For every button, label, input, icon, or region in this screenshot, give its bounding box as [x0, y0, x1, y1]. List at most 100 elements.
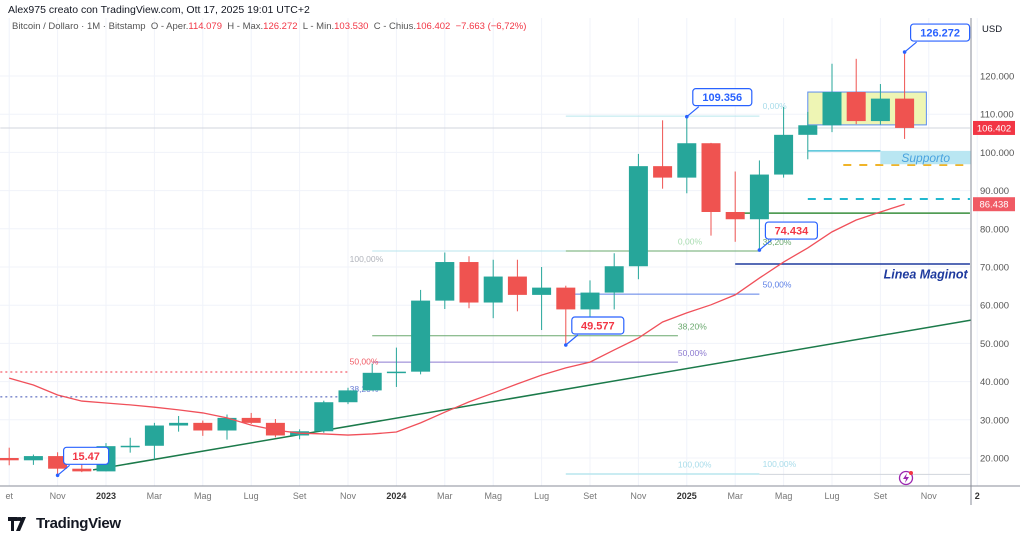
price-callout: 15.47: [55, 446, 110, 478]
fib-level-label: 50,00%: [350, 356, 379, 366]
low-value: 103.530: [334, 21, 369, 32]
close-value: 106.402: [415, 21, 451, 32]
fib-level-label: 0,00%: [678, 236, 703, 246]
callout-box: [62, 446, 110, 465]
candle: [120, 437, 140, 453]
x-tick-label: Lug: [534, 491, 549, 501]
candle: [193, 420, 213, 436]
tradingview-logo-icon: [8, 516, 26, 531]
candle: [169, 415, 189, 432]
callout-box: [571, 316, 625, 335]
price-callout: 74.434: [757, 221, 819, 252]
candle-body: [411, 300, 431, 372]
fib-level-label: 38,20%: [763, 237, 792, 247]
candle-body: [749, 174, 769, 220]
candle: [677, 116, 697, 194]
y-tick-label: 80.000: [980, 224, 1009, 235]
candle: [48, 452, 68, 476]
y-tick-label: 20.000: [980, 454, 1009, 465]
candle: [241, 412, 261, 425]
candle-body: [120, 445, 140, 448]
candle-body: [604, 266, 624, 293]
candle-body: [556, 287, 576, 310]
candle-body: [532, 287, 552, 295]
candle: [749, 160, 769, 251]
callout-pointer: [904, 41, 917, 53]
fib-level-label: 50,00%: [763, 280, 792, 290]
y-tick-label: 120.000: [980, 72, 1014, 83]
candle-body: [338, 390, 358, 403]
candle: [870, 84, 890, 125]
candle-body: [217, 417, 237, 431]
price-callout: 49.577: [564, 316, 625, 347]
fib-level-label: 38,20%: [678, 322, 707, 332]
callout-box: [909, 23, 971, 42]
candle: [72, 464, 92, 473]
candle-body: [846, 92, 866, 122]
candle: [483, 259, 503, 319]
candle-body: [23, 456, 43, 461]
x-tick-label: Set: [583, 491, 597, 501]
fib-level-label: 0,00%: [763, 101, 788, 111]
candle: [459, 256, 479, 309]
candle-body: [895, 98, 915, 128]
maginot-line-label: Linea Maginot: [884, 268, 969, 282]
x-tick-label: 2025: [677, 491, 697, 501]
candle: [774, 106, 794, 178]
candle-body: [677, 143, 697, 178]
x-tick-label: Lug: [244, 491, 259, 501]
y-tick-label: 30.000: [980, 415, 1009, 426]
callout-text: 49.577: [581, 321, 615, 333]
open-label: O - Aper.: [150, 21, 189, 32]
candle-body: [628, 166, 648, 267]
x-tick-label: Set: [293, 491, 307, 501]
callout-text: 15.47: [72, 451, 100, 463]
candle-body: [653, 166, 673, 178]
candle-body: [169, 422, 189, 426]
callout-box: [764, 221, 819, 240]
callout-box: [692, 88, 753, 107]
high-label: H - Max.: [227, 21, 264, 32]
candle-body: [725, 211, 745, 220]
x-tick-label: Mag: [194, 491, 212, 501]
candle: [23, 454, 43, 465]
candle: [846, 58, 866, 125]
tradingview-logo[interactable]: TradingView: [8, 515, 121, 532]
candle: [653, 120, 673, 189]
price-label-badge: [973, 120, 1015, 135]
candle-body: [507, 276, 527, 295]
candle: [701, 142, 721, 236]
x-tick-label: Lug: [824, 491, 839, 501]
candle-body: [265, 422, 285, 436]
candle-body: [72, 468, 92, 472]
y-tick-label: 90.000: [980, 186, 1009, 197]
x-tick-label: Mar: [727, 491, 743, 501]
symbol-legend: Bitcoin / Dollaro · 1M · Bitstamp O - Ap…: [12, 21, 526, 32]
y-tick-label: 70.000: [980, 263, 1009, 274]
candle-body: [870, 98, 890, 122]
low-label: L - Min.: [302, 21, 335, 32]
candle-body: [144, 425, 164, 446]
candle: [507, 259, 527, 312]
candle-body: [822, 92, 842, 126]
lightning-events-icon[interactable]: [898, 470, 914, 486]
candle: [144, 422, 164, 460]
callout-anchor: [55, 473, 60, 478]
candle-body: [362, 372, 382, 391]
callout-text: 126.272: [920, 28, 960, 40]
trendline: [92, 319, 972, 471]
x-tick-label: Mag: [484, 491, 502, 501]
symbol-name[interactable]: Bitcoin / Dollaro · 1M · Bitstamp: [12, 21, 146, 32]
candle: [725, 171, 745, 242]
brand-name: TradingView: [36, 515, 121, 532]
candle: [532, 267, 552, 331]
candle: [314, 400, 334, 433]
callout-pointer: [686, 106, 700, 118]
x-tick-label: Mar: [437, 491, 453, 501]
price-label-text: 86.438: [979, 200, 1008, 211]
price-axis: [972, 0, 1024, 486]
x-tick-label: Mar: [147, 491, 163, 501]
callout-text: 74.434: [775, 226, 810, 238]
candle-body: [459, 262, 479, 303]
